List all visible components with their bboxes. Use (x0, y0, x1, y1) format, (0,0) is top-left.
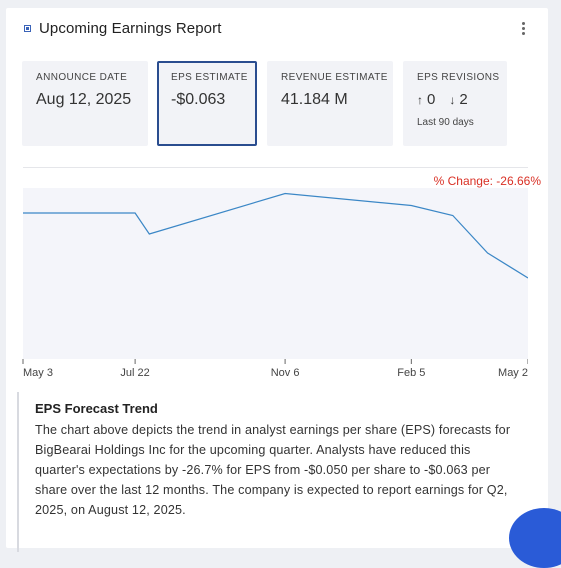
revenue-estimate-tile[interactable]: REVENUE ESTIMATE 41.184 M (267, 61, 393, 146)
revisions-down-count: 2 (459, 91, 468, 108)
x-tick-label: May 2 (498, 367, 528, 379)
eps-revisions-tile[interactable]: EPS REVISIONS ↑ 0 ↓ 2 Last 90 days (403, 61, 507, 146)
eps-forecast-section: EPS Forecast Trend The chart above depic… (17, 392, 522, 552)
revisions-period: Last 90 days (417, 117, 474, 128)
revenue-estimate-label: REVENUE ESTIMATE (281, 72, 388, 83)
x-tick-label: Feb 5 (397, 367, 425, 379)
revenue-estimate-value: 41.184 M (281, 91, 348, 108)
series-line (23, 192, 528, 279)
eps-estimate-value: -$0.063 (171, 91, 226, 108)
announce-date-value: Aug 12, 2025 (36, 91, 132, 108)
arrow-up-icon: ↑ (417, 93, 423, 107)
x-tick-label: May 3 (23, 367, 53, 379)
announce-date-tile[interactable]: ANNOUNCE DATE Aug 12, 2025 (22, 61, 148, 146)
eps-trend-chart: May 3 Jul 22 Nov 6 Feb 5 May 2 (22, 188, 528, 379)
card-header: Upcoming Earnings Report (24, 20, 530, 40)
announce-date-label: ANNOUNCE DATE (36, 72, 128, 83)
forecast-body: The chart above depicts the trend in ana… (35, 423, 511, 517)
eps-estimate-label: EPS ESTIMATE (171, 72, 248, 83)
divider (23, 167, 528, 168)
arrow-down-icon: ↓ (449, 93, 456, 107)
forecast-title: EPS Forecast Trend (35, 401, 158, 416)
kebab-menu-icon[interactable] (520, 22, 526, 38)
x-axis: May 3 Jul 22 Nov 6 Feb 5 May 2 (22, 359, 528, 379)
percent-change-label: % Change: -26.66% (433, 174, 541, 188)
card-title: Upcoming Earnings Report (39, 20, 222, 37)
eps-revisions-label: EPS REVISIONS (417, 72, 500, 83)
plot-background (23, 188, 528, 359)
chart-square-icon (24, 25, 31, 32)
x-tick-label: Jul 22 (120, 367, 149, 379)
x-tick-label: Nov 6 (271, 367, 300, 379)
eps-estimate-tile[interactable]: EPS ESTIMATE -$0.063 (157, 61, 257, 146)
revisions-up-count: 0 (427, 91, 436, 108)
